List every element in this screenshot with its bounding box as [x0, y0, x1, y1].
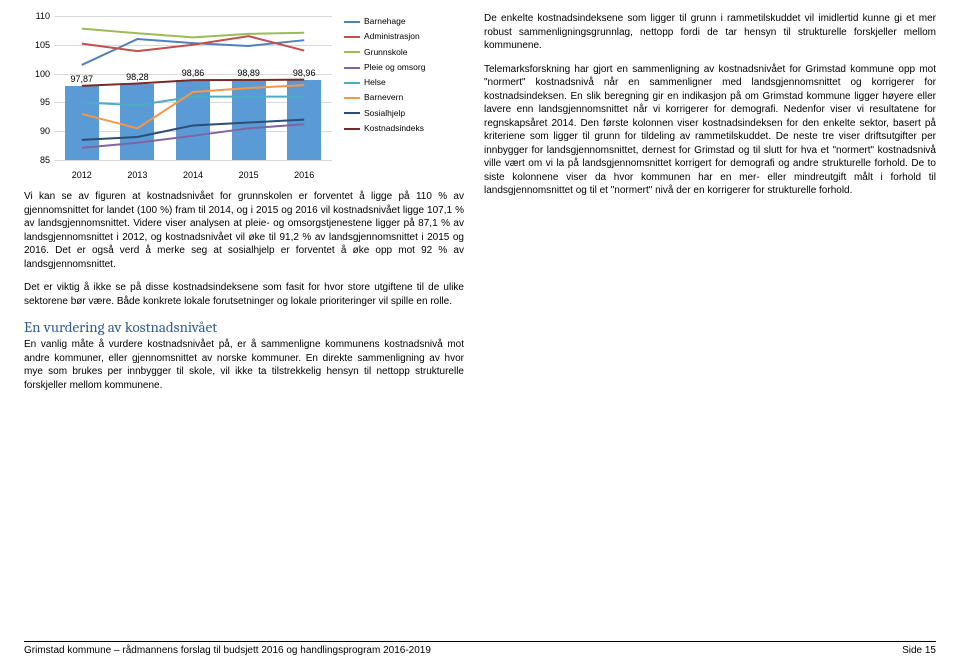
x-axis-tick: 2012: [72, 170, 92, 180]
legend-item: Sosialhjelp: [344, 106, 425, 121]
cost-index-chart: 97,8798,2898,8698,8998,96859095100105110…: [24, 12, 464, 180]
legend-item: Pleie og omsorg: [344, 60, 425, 75]
section-heading: En vurdering av kostnadsnivået: [24, 318, 464, 336]
legend-item: Administrasjon: [344, 29, 425, 44]
legend-label: Kostnadsindeks: [364, 121, 424, 136]
legend-item: Helse: [344, 75, 425, 90]
chart-legend: BarnehageAdministrasjonGrunnskolePleie o…: [344, 12, 425, 136]
series-line: [82, 97, 304, 106]
left-paragraph-1: Vi kan se av figuren at kostnadsnivået f…: [24, 190, 464, 271]
legend-label: Sosialhjelp: [364, 106, 405, 121]
legend-swatch: [344, 112, 360, 114]
series-line: [82, 124, 304, 148]
x-axis-tick: 2015: [239, 170, 259, 180]
legend-swatch: [344, 97, 360, 99]
y-axis-tick: 95: [24, 97, 50, 107]
legend-item: Kostnadsindeks: [344, 121, 425, 136]
footer-right: Side 15: [902, 645, 936, 656]
legend-swatch: [344, 128, 360, 130]
legend-label: Grunnskole: [364, 45, 407, 60]
legend-swatch: [344, 82, 360, 84]
y-axis-tick: 85: [24, 155, 50, 165]
legend-label: Helse: [364, 75, 386, 90]
legend-item: Barnevern: [344, 90, 425, 105]
page-footer: Grimstad kommune – rådmannens forslag ti…: [24, 641, 936, 656]
legend-item: Grunnskole: [344, 45, 425, 60]
x-axis-tick: 2014: [183, 170, 203, 180]
legend-item: Barnehage: [344, 14, 425, 29]
y-axis-tick: 110: [24, 11, 50, 21]
y-axis-tick: 105: [24, 40, 50, 50]
right-paragraph-2: Telemarksforskning har gjort en sammenli…: [484, 63, 936, 198]
y-axis-tick: 90: [24, 126, 50, 136]
legend-label: Barnehage: [364, 14, 406, 29]
left-paragraph-2: Det er viktig å ikke se på disse kostnad…: [24, 281, 464, 308]
series-line: [82, 29, 304, 38]
x-axis-tick: 2016: [294, 170, 314, 180]
legend-label: Barnevern: [364, 90, 403, 105]
legend-swatch: [344, 67, 360, 69]
legend-label: Pleie og omsorg: [364, 60, 425, 75]
left-paragraph-3: En vanlig måte å vurdere kostnadsnivået …: [24, 338, 464, 392]
legend-swatch: [344, 51, 360, 53]
x-axis-tick: 2013: [127, 170, 147, 180]
series-line: [82, 80, 304, 86]
legend-swatch: [344, 36, 360, 38]
y-axis-tick: 100: [24, 69, 50, 79]
legend-label: Administrasjon: [364, 29, 420, 44]
legend-swatch: [344, 21, 360, 23]
footer-left: Grimstad kommune – rådmannens forslag ti…: [24, 645, 431, 656]
right-paragraph-1: De enkelte kostnadsindeksene som ligger …: [484, 12, 936, 53]
